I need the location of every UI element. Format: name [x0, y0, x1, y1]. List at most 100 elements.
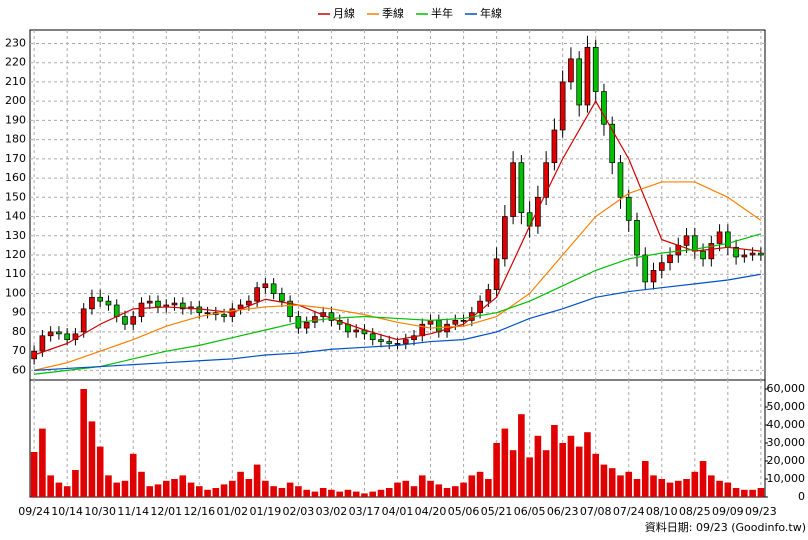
volume-bar	[708, 475, 715, 497]
volume-bar	[724, 482, 732, 497]
volume-bar	[105, 475, 112, 497]
candle-body	[155, 300, 161, 308]
candle-body	[435, 320, 442, 333]
volume-bar	[691, 471, 699, 497]
x-tick-label: 01/19	[250, 505, 282, 518]
volume-bar	[683, 479, 690, 497]
x-tick-label: 12/01	[150, 505, 182, 518]
candle-body	[279, 293, 285, 302]
volume-bar	[80, 389, 87, 497]
volume-bar	[757, 488, 765, 497]
candle-body	[122, 316, 128, 325]
candle-body	[551, 129, 558, 164]
volume-bar	[237, 471, 244, 497]
volume-bar	[658, 479, 666, 497]
candle-body	[89, 296, 95, 310]
volume-bar	[435, 484, 443, 497]
volume-bar	[129, 453, 137, 497]
candle-body	[39, 335, 46, 352]
volume-bar	[476, 471, 484, 497]
candle-body	[113, 304, 120, 317]
candle-body	[625, 196, 632, 221]
volume-bar	[47, 475, 54, 497]
candle-body	[667, 254, 673, 264]
candle-body	[758, 252, 764, 256]
candle-body	[708, 243, 715, 260]
x-tick-label: 08/10	[646, 505, 678, 518]
volume-bar	[526, 457, 533, 497]
volume-bar	[749, 489, 756, 497]
candle-body	[502, 216, 508, 260]
volume-bar	[303, 489, 310, 497]
candle-body	[97, 296, 104, 302]
y-tick-label: 210	[5, 75, 26, 88]
x-tick-label: 10/30	[84, 505, 116, 518]
x-tick-label: 03/17	[349, 505, 381, 518]
y-tick-label: 150	[5, 190, 26, 203]
volume-bar	[468, 475, 476, 497]
volume-bar	[542, 450, 550, 497]
y-tick-label: 230	[5, 36, 26, 49]
candle-body	[700, 250, 706, 260]
volume-bar	[584, 432, 591, 497]
volume-bar	[551, 425, 558, 497]
volume-bar	[88, 421, 96, 497]
candle-body	[650, 270, 657, 283]
volume-bar	[460, 482, 467, 497]
volume-bar	[361, 493, 368, 497]
y-tick-label: 60	[12, 363, 26, 376]
candle-body	[543, 162, 549, 198]
volume-bar	[162, 480, 170, 497]
x-tick-label: 04/01	[382, 505, 414, 518]
volume-bar	[154, 484, 162, 497]
y-tick-label: 70	[12, 344, 26, 357]
candle-body	[642, 254, 649, 283]
ma-line	[33, 99, 761, 356]
candle-body	[64, 333, 70, 340]
candle-body	[617, 162, 624, 198]
y-tick-label: 170	[5, 152, 26, 165]
volume-bar	[146, 486, 154, 497]
volume-bar	[741, 489, 748, 497]
candle-body	[559, 81, 566, 131]
x-tick-label: 04/20	[415, 505, 447, 518]
candle-body	[675, 245, 682, 256]
volume-bar	[418, 475, 426, 497]
candle-body	[246, 300, 252, 306]
candle-body	[394, 343, 401, 345]
candle-body	[378, 339, 384, 342]
x-tick-label: 09/24	[18, 505, 50, 518]
candle-body	[130, 316, 137, 325]
candle-body	[609, 123, 616, 164]
volume-bar	[30, 452, 38, 497]
y-tick-label: 130	[5, 229, 26, 242]
volume-bar	[633, 479, 641, 497]
volume-bar	[402, 480, 410, 497]
candle-body	[171, 302, 178, 306]
candle-body	[386, 341, 393, 344]
volume-bar	[732, 488, 740, 497]
volume-bar	[295, 486, 302, 497]
y-tick-label: 120	[5, 248, 26, 261]
x-tick-label: 05/06	[448, 505, 480, 518]
volume-bar	[650, 475, 657, 497]
candle-body	[716, 231, 723, 244]
candle-body	[47, 331, 54, 337]
y-tick-label: 220	[5, 56, 26, 69]
candle-body	[221, 314, 227, 317]
volume-bar	[666, 482, 674, 497]
candle-body	[576, 58, 583, 106]
candle-body	[369, 333, 376, 340]
x-tick-label: 06/23	[547, 505, 579, 518]
x-tick-label: 06/05	[514, 505, 546, 518]
y-tick-label: 60,000	[767, 382, 806, 395]
candle-body	[510, 162, 516, 217]
x-tick-label: 03/02	[316, 505, 348, 518]
candle-body	[262, 283, 269, 289]
y-tick-label: 90	[12, 306, 26, 319]
candle-body	[535, 196, 541, 227]
candle-body	[518, 162, 525, 214]
volume-bar	[427, 480, 434, 497]
volume-bar	[204, 489, 211, 497]
volume-bar	[559, 443, 566, 497]
